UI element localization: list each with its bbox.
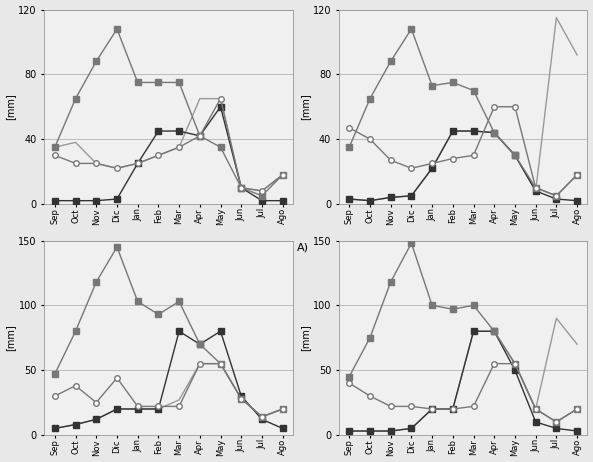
Y-axis label: [mm]: [mm] — [300, 93, 310, 120]
Text: A): A) — [297, 243, 309, 253]
Text: B): B) — [592, 243, 593, 253]
Y-axis label: [mm]: [mm] — [300, 324, 310, 351]
Y-axis label: [mm]: [mm] — [5, 324, 15, 351]
Y-axis label: [mm]: [mm] — [5, 93, 15, 120]
